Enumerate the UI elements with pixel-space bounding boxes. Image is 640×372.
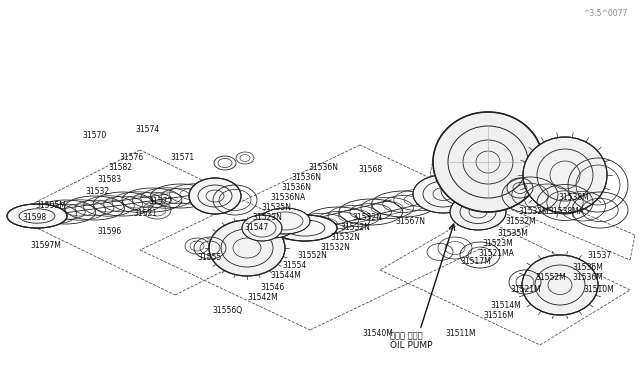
Text: 31521: 31521: [133, 208, 157, 218]
Text: 31516M: 31516M: [483, 311, 514, 320]
Text: 31536N: 31536N: [281, 183, 311, 192]
Ellipse shape: [7, 204, 67, 228]
Text: 31598: 31598: [22, 212, 46, 221]
Ellipse shape: [522, 255, 598, 315]
Text: 31535N: 31535N: [261, 203, 291, 212]
Text: 31583: 31583: [97, 176, 121, 185]
Text: 31576: 31576: [119, 153, 143, 161]
Ellipse shape: [242, 215, 282, 241]
Text: 31568: 31568: [358, 166, 382, 174]
Text: 31567N: 31567N: [395, 218, 425, 227]
Text: 31536N: 31536N: [291, 173, 321, 183]
Ellipse shape: [209, 220, 285, 276]
Text: 31517M: 31517M: [460, 257, 491, 266]
Text: 31538MA: 31538MA: [548, 208, 584, 217]
Text: 31540M: 31540M: [362, 328, 393, 337]
Text: 31582: 31582: [108, 164, 132, 173]
Text: 31570: 31570: [82, 131, 106, 141]
Text: 31523M: 31523M: [482, 238, 513, 247]
Ellipse shape: [433, 112, 543, 212]
Text: 31595M: 31595M: [35, 201, 66, 209]
Text: 31546: 31546: [260, 282, 284, 292]
Text: 31544M: 31544M: [270, 272, 301, 280]
Text: 31514M: 31514M: [490, 301, 521, 310]
Ellipse shape: [260, 208, 310, 234]
Text: 31532N: 31532N: [352, 214, 382, 222]
Ellipse shape: [450, 194, 506, 230]
Text: 31554: 31554: [282, 260, 307, 269]
Text: 31597M: 31597M: [30, 241, 61, 250]
Text: 31535M: 31535M: [497, 228, 528, 237]
Ellipse shape: [413, 175, 473, 213]
Text: 31532: 31532: [85, 187, 109, 196]
Ellipse shape: [273, 215, 337, 241]
Text: 31521MA: 31521MA: [478, 248, 514, 257]
Ellipse shape: [523, 137, 607, 213]
Text: 31542M: 31542M: [247, 294, 278, 302]
Text: 31596: 31596: [97, 228, 121, 237]
Text: 31556Q: 31556Q: [212, 305, 242, 314]
Text: 31555: 31555: [197, 253, 221, 263]
Text: 31538M: 31538M: [558, 193, 589, 202]
Text: 31511M: 31511M: [445, 328, 476, 337]
Text: 31552M: 31552M: [535, 273, 566, 282]
Text: オイル ポンプ: オイル ポンプ: [390, 331, 422, 340]
Ellipse shape: [250, 212, 296, 238]
Text: 31523N: 31523N: [252, 214, 282, 222]
Text: 31547: 31547: [244, 224, 268, 232]
Text: 31536N: 31536N: [308, 164, 338, 173]
Text: ^3.5^0077: ^3.5^0077: [584, 9, 628, 18]
Text: 31537: 31537: [587, 250, 611, 260]
Text: 31574: 31574: [135, 125, 159, 135]
Text: 31571: 31571: [170, 154, 194, 163]
Text: 31532N: 31532N: [340, 224, 370, 232]
Text: 31552N: 31552N: [297, 250, 327, 260]
Text: 31532N: 31532N: [320, 244, 350, 253]
Text: 31577: 31577: [148, 196, 172, 205]
Text: 31536NA: 31536NA: [270, 193, 305, 202]
Ellipse shape: [189, 178, 241, 214]
Text: 31532N: 31532N: [330, 234, 360, 243]
Text: 31532M: 31532M: [505, 218, 536, 227]
Text: 31521M: 31521M: [510, 285, 541, 295]
Text: 31536M: 31536M: [572, 263, 603, 273]
Text: OIL PUMP: OIL PUMP: [390, 340, 433, 350]
Text: 31510M: 31510M: [583, 285, 614, 295]
Text: 31536M: 31536M: [572, 273, 603, 282]
Text: 31532M: 31532M: [518, 208, 548, 217]
